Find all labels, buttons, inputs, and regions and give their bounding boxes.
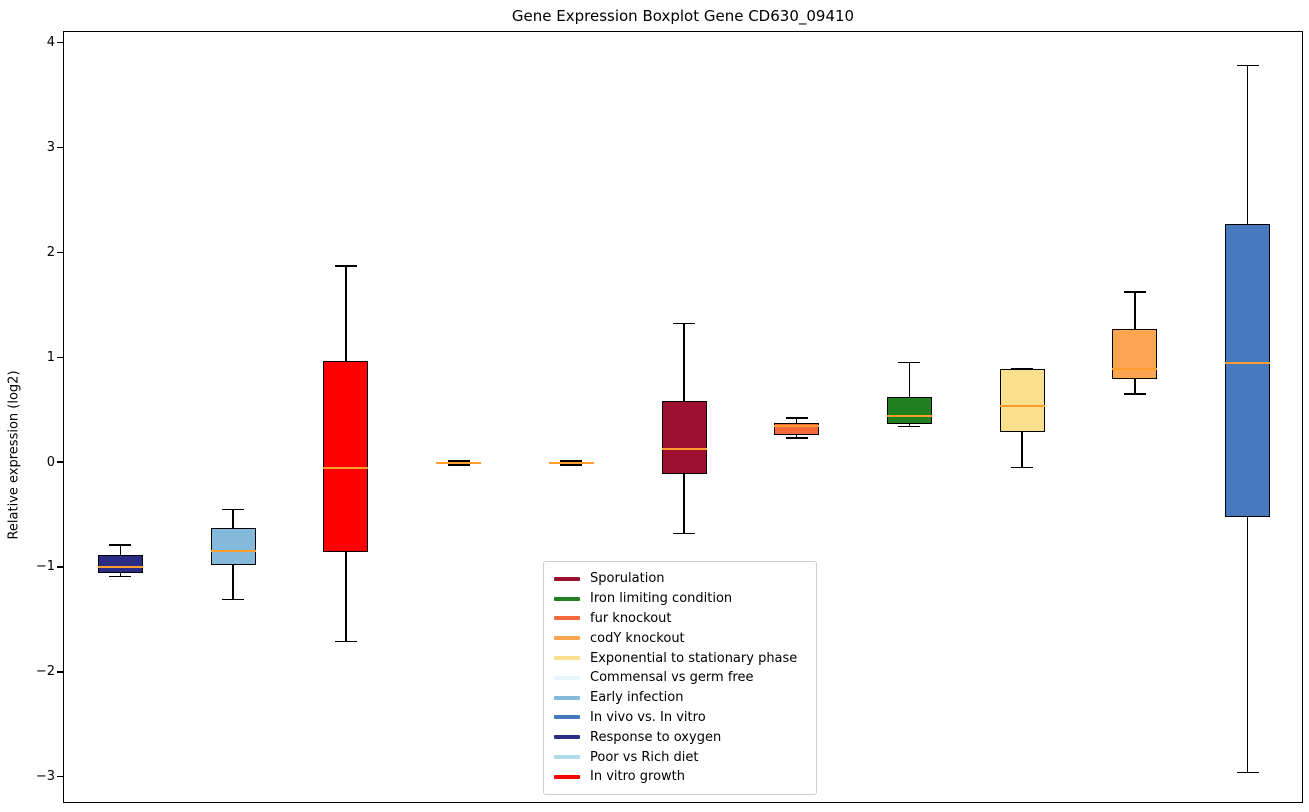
y-tick-label: −3 bbox=[35, 769, 55, 785]
legend-swatch bbox=[554, 636, 580, 641]
whisker-cap-bottom bbox=[560, 464, 583, 466]
chart-title: Gene Expression Boxplot Gene CD630_09410 bbox=[511, 7, 855, 25]
legend-item: In vivo vs. In vitro bbox=[554, 708, 806, 728]
box-cody-knockout bbox=[1112, 328, 1158, 380]
whisker-cap-top bbox=[447, 460, 470, 462]
whisker-cap-bottom bbox=[673, 532, 695, 535]
legend-label: Iron limiting condition bbox=[590, 591, 733, 607]
legend-label: In vivo vs. In vitro bbox=[590, 709, 706, 725]
whisker-cap-bottom bbox=[447, 464, 470, 466]
median-line bbox=[436, 462, 482, 465]
legend-item: fur knockout bbox=[554, 609, 806, 629]
legend-swatch bbox=[554, 576, 580, 581]
median-line bbox=[1112, 367, 1158, 370]
whisker-cap-top bbox=[334, 265, 357, 267]
legend-label: codY knockout bbox=[590, 630, 685, 646]
legend-item: Iron limiting condition bbox=[554, 589, 806, 609]
y-tick-label: 1 bbox=[46, 349, 55, 365]
legend-item: Commensal vs germ free bbox=[554, 668, 806, 688]
legend-swatch bbox=[554, 675, 580, 680]
y-tick-label: 3 bbox=[46, 139, 55, 155]
y-tick-label: 4 bbox=[46, 35, 55, 51]
y-tick-label: −2 bbox=[35, 664, 55, 680]
legend-swatch bbox=[554, 774, 580, 779]
median-line bbox=[1225, 362, 1271, 365]
whisker-cap-top bbox=[109, 544, 132, 546]
box-early-infection bbox=[210, 528, 256, 565]
whisker-cap-bottom bbox=[898, 425, 921, 428]
legend-label: Commensal vs germ free bbox=[590, 670, 754, 686]
legend-label: Sporulation bbox=[590, 571, 665, 587]
whisker-cap-bottom bbox=[109, 575, 132, 578]
median-line bbox=[210, 550, 256, 553]
legend-item: Exponential to stationary phase bbox=[554, 648, 806, 668]
legend-label: fur knockout bbox=[590, 610, 672, 626]
median-line bbox=[97, 565, 143, 568]
legend-label: Response to oxygen bbox=[590, 729, 722, 745]
median-line bbox=[323, 467, 369, 470]
whisker-cap-top bbox=[898, 361, 921, 364]
legend-item: Response to oxygen bbox=[554, 727, 806, 747]
whisker-cap-top bbox=[222, 508, 245, 510]
whisker-cap-top bbox=[560, 460, 583, 462]
legend-item: In vitro growth bbox=[554, 767, 806, 787]
whisker-cap-top bbox=[785, 417, 808, 419]
median-line bbox=[774, 425, 820, 428]
legend-item: Sporulation bbox=[554, 569, 806, 589]
y-tick-label: 2 bbox=[46, 244, 55, 260]
legend: Sporulation Iron limiting condition fur kn… bbox=[543, 561, 817, 795]
box-in-vivo-vs-in-vitro bbox=[1225, 223, 1271, 517]
box-exponential-to-stationary-phase bbox=[999, 368, 1045, 432]
whisker-cap-bottom bbox=[1011, 466, 1034, 469]
box-sporulation bbox=[661, 401, 707, 474]
y-tick-label: −1 bbox=[35, 559, 55, 575]
legend-label: Exponential to stationary phase bbox=[590, 650, 798, 666]
median-line bbox=[661, 448, 707, 451]
legend-item: Early infection bbox=[554, 688, 806, 708]
median-line bbox=[886, 414, 932, 417]
whisker-cap-bottom bbox=[222, 598, 245, 601]
legend-swatch bbox=[554, 695, 580, 700]
legend-label: Poor vs Rich diet bbox=[590, 749, 699, 765]
median-line bbox=[999, 405, 1045, 408]
whisker-cap-top bbox=[1123, 291, 1146, 293]
box-in-vitro-growth bbox=[323, 361, 369, 553]
median-line bbox=[548, 462, 594, 465]
legend-swatch bbox=[554, 755, 580, 760]
legend-swatch bbox=[554, 596, 580, 601]
whisker-cap-bottom bbox=[785, 437, 808, 439]
legend-label: In vitro growth bbox=[590, 769, 685, 785]
legend-swatch bbox=[554, 715, 580, 720]
legend-item: Poor vs Rich diet bbox=[554, 747, 806, 767]
legend-swatch bbox=[554, 735, 580, 740]
legend-swatch bbox=[554, 656, 580, 661]
box-response-to-oxygen bbox=[97, 555, 143, 574]
whisker-line bbox=[908, 362, 911, 427]
box-iron-limiting-condition bbox=[886, 397, 932, 425]
whisker-cap-bottom bbox=[1236, 771, 1259, 774]
y-axis-label: Relative expression (log2) bbox=[6, 370, 22, 540]
legend-label: Early infection bbox=[590, 690, 684, 706]
whisker-cap-bottom bbox=[334, 640, 357, 643]
legend-item: codY knockout bbox=[554, 628, 806, 648]
legend-swatch bbox=[554, 616, 580, 621]
box-fur-knockout bbox=[774, 423, 820, 435]
whisker-cap-top bbox=[673, 322, 695, 325]
whisker-cap-bottom bbox=[1123, 393, 1146, 395]
whisker-cap-top bbox=[1236, 64, 1259, 67]
